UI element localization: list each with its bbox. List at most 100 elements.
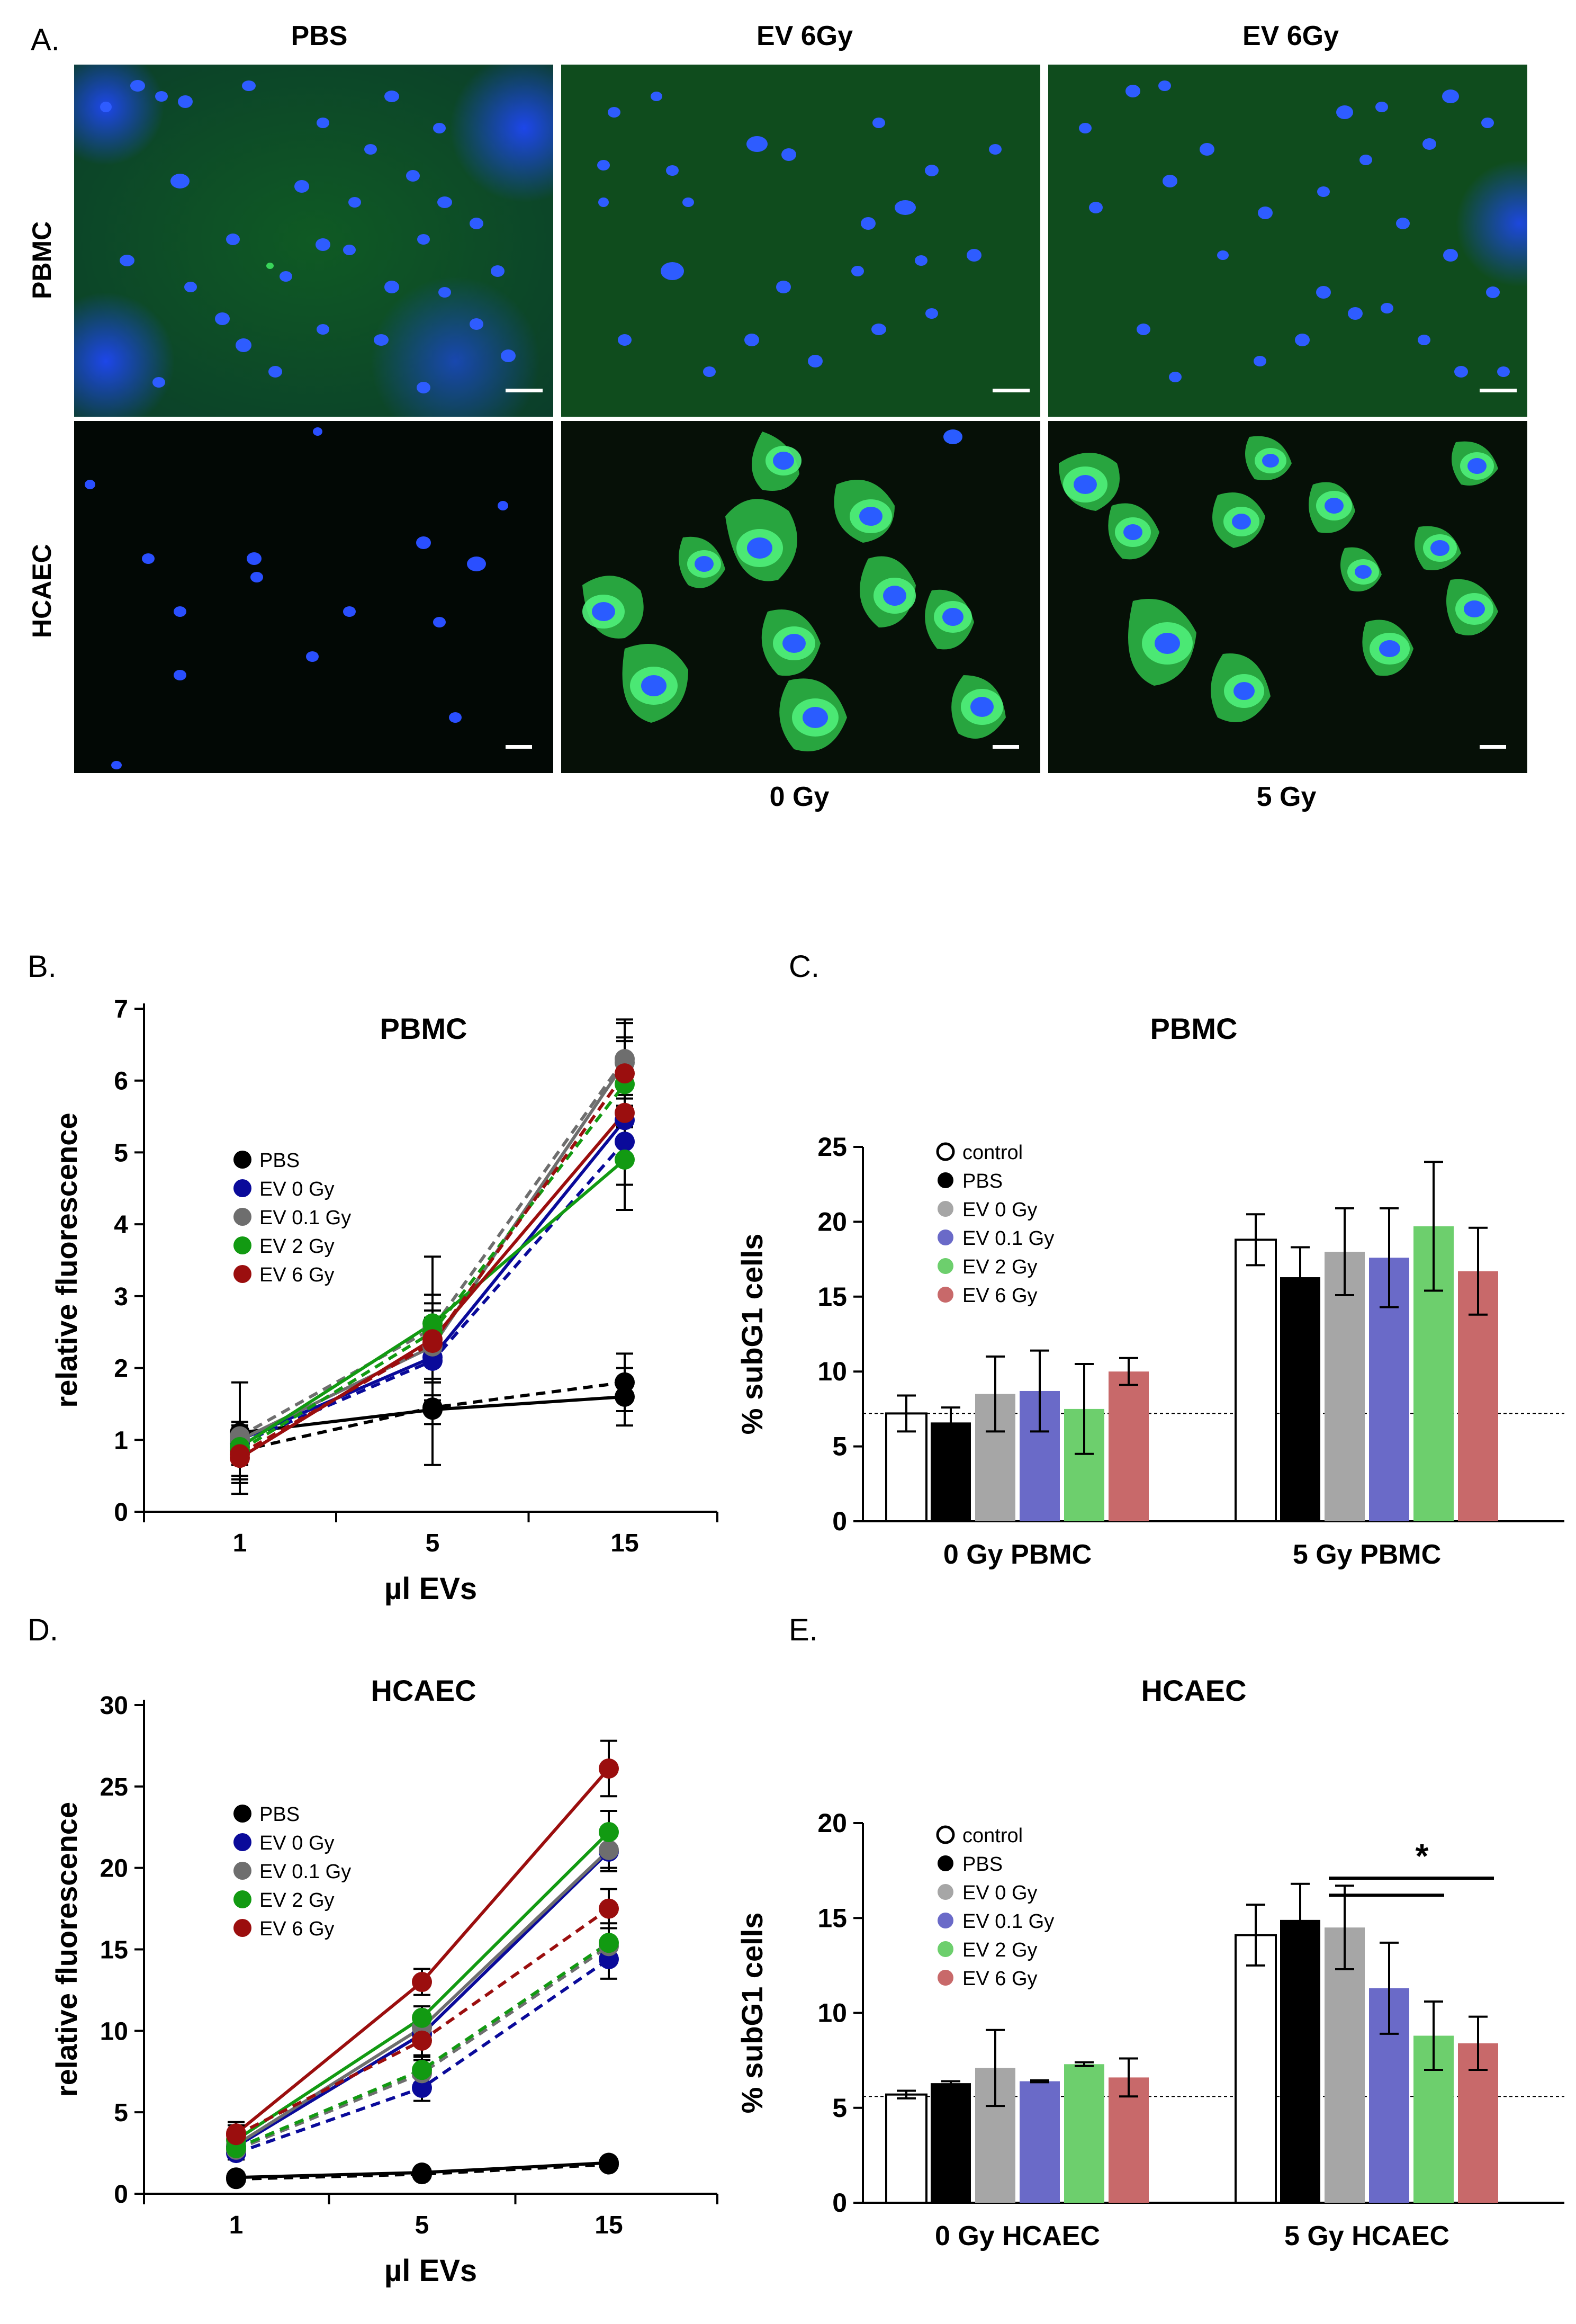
legend-label: EV 6 Gy: [962, 1968, 1038, 1990]
legend-label: EV 2 Gy: [259, 1235, 335, 1258]
legend-marker: [938, 1913, 953, 1928]
bar: [1235, 1239, 1277, 1522]
data-point: [412, 2007, 432, 2028]
panel-letter-d: D.: [28, 1613, 58, 1647]
legend-label: PBS: [259, 1803, 300, 1826]
data-point: [422, 1397, 443, 1418]
legend-marker: [938, 1201, 953, 1217]
data-point: [615, 1386, 635, 1407]
significance-star: *: [1416, 1837, 1429, 1875]
y-tick-label: 7: [114, 995, 128, 1024]
legend-marker: [233, 1805, 251, 1823]
column-header-pbs: PBS: [291, 21, 348, 51]
scale-bar: [506, 389, 543, 392]
y-tick-label: 10: [817, 1998, 847, 2028]
bar: [931, 1422, 971, 1521]
y-tick-label: 3: [114, 1283, 128, 1311]
bar: [1325, 1927, 1365, 2203]
data-point: [615, 1150, 635, 1170]
y-tick-label: 15: [100, 1936, 128, 1964]
dose-label-0gy: 0 Gy: [769, 782, 830, 812]
chart-title: HCAEC: [1141, 1674, 1246, 1707]
y-tick-label: 0: [832, 2188, 847, 2218]
y-tick-label: 20: [100, 1855, 128, 1883]
legend-label: EV 6 Gy: [259, 1264, 335, 1286]
y-tick-label: 5: [114, 2099, 128, 2127]
y-axis-label: % subG1 cells: [735, 1913, 769, 2114]
legend-marker: [233, 1265, 251, 1283]
micrograph-pbmc-ev6gy-1: [561, 65, 1040, 417]
bar: [1020, 2081, 1060, 2203]
legend-marker: [233, 1833, 251, 1851]
legend-label: control: [962, 1142, 1023, 1164]
chart-b-pbmc-fluorescence: PBMC 0 1 2 3 4 5 6 7 1 5 15 µl EVs relative fluoresce…: [0, 990, 757, 1610]
data-point: [422, 1351, 443, 1371]
row-header-pbmc: PBMC: [27, 221, 57, 299]
bar: [1109, 2077, 1149, 2203]
x-tick-label: 0 Gy HCAEC: [935, 2221, 1100, 2251]
x-tick-label: 15: [610, 1529, 638, 1557]
legend-label: EV 0 Gy: [259, 1832, 335, 1854]
panel-letter-e: E.: [789, 1613, 818, 1647]
y-tick-label: 5: [832, 1432, 847, 1461]
legend-label: EV 6 Gy: [259, 1918, 335, 1940]
legend-label: EV 0.1 Gy: [962, 1227, 1054, 1250]
micrograph-hcaec-0gy: [561, 421, 1040, 773]
y-axis-label: % subG1 cells: [735, 1234, 769, 1435]
data-point: [412, 2060, 432, 2080]
series-line: [235, 1944, 610, 2151]
data-point: [412, 1972, 432, 1993]
legend-label: EV 2 Gy: [962, 1256, 1038, 1278]
legend-marker: [233, 1862, 251, 1880]
bar: [1064, 2064, 1104, 2203]
micrograph-hcaec-pbs: [74, 421, 553, 773]
scale-bar: [1480, 389, 1517, 392]
legend-marker: [938, 1230, 953, 1245]
y-tick-label: 4: [114, 1211, 128, 1239]
y-tick-label: 2: [114, 1355, 128, 1383]
data-point: [599, 1933, 619, 1953]
legend-label: PBS: [962, 1170, 1003, 1192]
x-tick-label: 0 Gy PBMC: [943, 1539, 1092, 1570]
chart-e-svg: HCAEC 0 5 10 15 20 % subG1 cells 0 Gy HCAEC 5 Gy…: [735, 1674, 1564, 2251]
bar: [1325, 1251, 1365, 1521]
series-line: [235, 1941, 610, 2150]
y-tick-label: 10: [817, 1357, 847, 1386]
legend-marker: [938, 1970, 953, 1986]
legend-label: control: [962, 1825, 1023, 1847]
data-point: [412, 2078, 432, 2098]
legend-marker: [233, 1151, 251, 1169]
data-point: [412, 2164, 432, 2185]
micrograph-hcaec-5gy: [1048, 421, 1527, 773]
legend-marker: [936, 1142, 955, 1161]
y-tick-label: 5: [114, 1139, 128, 1167]
y-axis-label: relative fluorescence: [50, 1802, 83, 2097]
legend-label: EV 0 Gy: [962, 1882, 1038, 1904]
bar: [1109, 1371, 1149, 1521]
bar: [931, 2083, 971, 2203]
y-tick-label: 25: [100, 1773, 128, 1801]
micrograph-pbmc-ev6gy-2: [1048, 65, 1527, 417]
chart-e-hcaec-subg1: HCAEC 0 5 10 15 20 % subG1 cells 0 Gy HCAEC 5 Gy…: [731, 1652, 1576, 2321]
data-point: [599, 1821, 619, 1842]
x-tick-label: 1: [229, 2211, 244, 2239]
chart-d-hcaec-fluorescence: HCAEC 0 5 10 15 20 25 30 1 5 15 µl EVs relative fluo…: [0, 1652, 757, 2321]
legend-marker: [938, 1884, 953, 1900]
legend-marker: [938, 1287, 953, 1303]
legend-marker: [936, 1825, 955, 1844]
y-tick-label: 20: [817, 1808, 847, 1838]
scale-bar: [993, 389, 1030, 392]
y-tick-label: 1: [114, 1426, 128, 1455]
chart-c-pbmc-subg1: PBMC 0 5 10 15 20 25 % subG1 cells 0 Gy PBMC 5 Gy…: [731, 990, 1576, 1610]
x-tick-label: 5 Gy HCAEC: [1284, 2221, 1449, 2251]
data-point: [615, 1049, 635, 1069]
data-point: [230, 1444, 250, 1465]
bar: [885, 2093, 927, 2204]
legend-label: PBS: [962, 1853, 1003, 1876]
data-point: [599, 2154, 619, 2175]
panel-letter-b: B.: [28, 949, 57, 984]
x-tick-label: 5: [426, 1529, 440, 1557]
chart-title: PBMC: [380, 1012, 467, 1045]
scale-bar: [506, 745, 532, 749]
